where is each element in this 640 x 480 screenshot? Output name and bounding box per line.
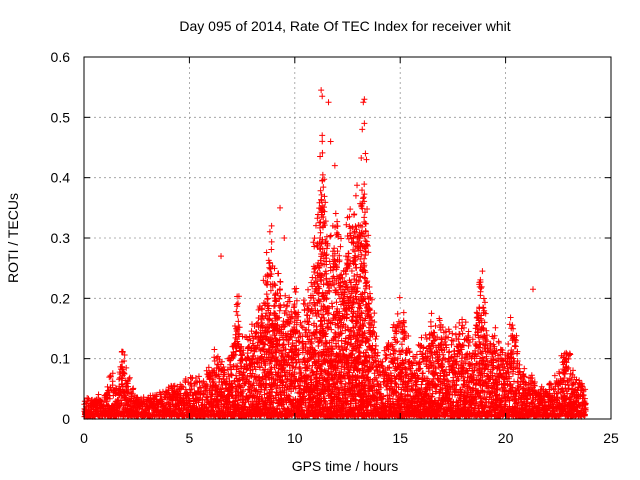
- data-point: [176, 386, 183, 393]
- data-point: [191, 383, 198, 390]
- data-points: [81, 87, 589, 420]
- data-point: [109, 370, 116, 377]
- data-point: [204, 394, 211, 401]
- data-point: [121, 352, 128, 359]
- data-point: [186, 397, 193, 404]
- data-point: [182, 375, 189, 382]
- data-point: [125, 383, 132, 390]
- data-point: [104, 383, 111, 390]
- data-point: [121, 371, 128, 378]
- data-point: [84, 395, 91, 402]
- data-point: [199, 396, 206, 403]
- data-point: [129, 386, 136, 393]
- data-point: [163, 390, 170, 397]
- data-point: [203, 394, 210, 401]
- data-point: [174, 391, 181, 398]
- data-point: [112, 390, 119, 397]
- data-point: [188, 386, 195, 393]
- data-point: [126, 375, 133, 382]
- data-point: [130, 385, 137, 392]
- data-point: [159, 388, 166, 395]
- data-point: [119, 374, 126, 381]
- data-point: [85, 395, 92, 402]
- data-point: [119, 380, 126, 387]
- data-point: [127, 390, 134, 397]
- data-point: [95, 391, 102, 398]
- data-point: [192, 375, 199, 382]
- data-point: [195, 373, 202, 380]
- data-point: [109, 382, 116, 389]
- data-point: [126, 374, 133, 381]
- data-point: [119, 348, 126, 355]
- data-point: [186, 397, 193, 404]
- data-point: [178, 383, 185, 390]
- data-point: [121, 358, 128, 365]
- data-point: [200, 378, 207, 385]
- data-point: [123, 364, 130, 371]
- data-point: [196, 384, 203, 391]
- data-point: [107, 373, 114, 380]
- data-point: [191, 380, 198, 387]
